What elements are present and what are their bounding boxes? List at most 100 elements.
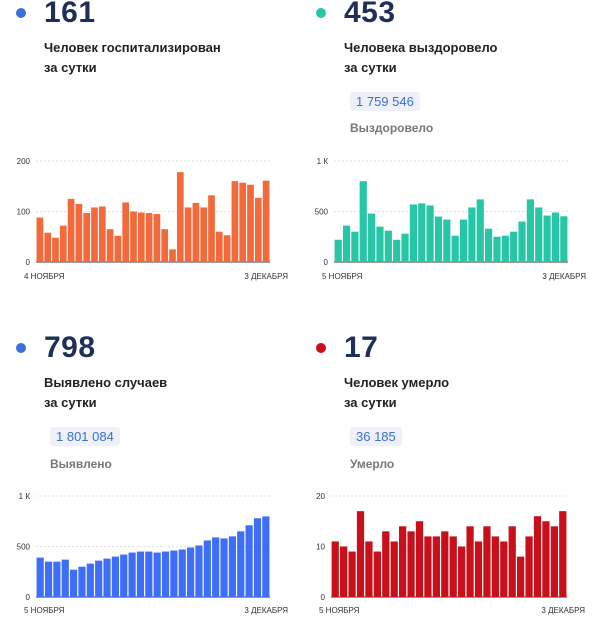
bar <box>451 235 459 262</box>
total-value: 36 185 <box>350 427 402 446</box>
bar <box>483 526 491 597</box>
total-label: Выявлено <box>50 457 112 471</box>
bar <box>95 560 103 597</box>
bar <box>231 181 239 262</box>
bar <box>103 558 111 597</box>
y-tick-label: 0 <box>26 258 31 267</box>
daily-label-line1: Человека выздоровело <box>344 40 498 55</box>
y-tick-label: 0 <box>26 593 31 602</box>
y-tick-label: 100 <box>17 208 31 217</box>
x-start-label: 5 НОЯБРЯ <box>322 272 363 281</box>
bar <box>458 546 466 597</box>
daily-value: 161 <box>44 0 96 29</box>
bar <box>161 229 169 262</box>
bar <box>239 182 247 262</box>
bar <box>517 556 525 597</box>
daily-label-line1: Человек госпитализирован <box>44 40 221 55</box>
bullet-icon <box>16 8 26 18</box>
bar <box>415 521 424 597</box>
bar <box>468 207 476 262</box>
bar <box>106 229 114 262</box>
x-start-label: 5 НОЯБРЯ <box>24 606 65 615</box>
bar <box>474 541 483 597</box>
bar <box>418 203 426 262</box>
bar <box>525 536 533 597</box>
panel-cases: 798 Выявлено случаев за сутки 1 801 084 … <box>0 331 300 636</box>
bar <box>407 531 415 597</box>
x-end-label: 3 ДЕКАБРЯ <box>244 606 288 615</box>
daily-label-line1: Выявлено случаев <box>44 375 168 390</box>
bar <box>67 198 75 262</box>
bar <box>434 216 443 262</box>
bar <box>426 205 434 262</box>
bar <box>351 231 359 262</box>
daily-value: 798 <box>44 331 96 364</box>
bar <box>78 566 86 597</box>
bar <box>130 211 137 262</box>
chart-hospitalized: 0 100 200 4 НОЯБРЯ 3 ДЕКАБРЯ <box>17 157 289 281</box>
bar <box>262 516 270 597</box>
bar <box>443 219 451 262</box>
daily-label-line1: Человек умерло <box>344 375 450 390</box>
y-tick-label: 0 <box>321 593 326 602</box>
bullet-icon <box>316 8 326 18</box>
bar <box>560 216 568 262</box>
bar <box>145 213 153 262</box>
total-value: 1 801 084 <box>50 427 120 446</box>
bar <box>535 207 543 262</box>
daily-label-line2: за сутки <box>44 60 97 75</box>
bar <box>98 206 106 262</box>
bar <box>551 212 560 262</box>
bar <box>36 557 44 597</box>
bar <box>424 536 432 597</box>
bar <box>459 219 468 262</box>
bar <box>334 239 342 262</box>
x-end-label: 3 ДЕКАБРЯ <box>542 272 586 281</box>
bar <box>153 552 161 597</box>
bar <box>59 225 67 262</box>
bar <box>390 541 398 597</box>
bar <box>247 184 254 262</box>
daily-label: Человек умерло за сутки <box>344 373 564 413</box>
y-tick-label: 20 <box>316 492 325 501</box>
bar <box>384 230 392 262</box>
bar <box>176 172 184 262</box>
bar <box>137 212 145 262</box>
bar <box>543 215 551 262</box>
bar <box>510 231 518 262</box>
bar <box>200 207 208 262</box>
y-tick-label: 0 <box>324 258 329 267</box>
bar <box>533 516 542 597</box>
bar <box>493 236 501 262</box>
bar <box>192 202 200 262</box>
panel-hospitalized: 161 Человек госпитализирован за сутки 0 1… <box>0 0 300 300</box>
panel-deaths: 17 Человек умерло за сутки 36 185 Умерло… <box>300 331 600 636</box>
bar <box>382 531 390 597</box>
bar <box>550 526 558 597</box>
bar <box>195 545 203 597</box>
bar <box>114 235 122 262</box>
bar <box>215 231 223 262</box>
bar <box>342 225 351 262</box>
bar <box>393 239 401 262</box>
total-label: Выздоровело <box>350 121 434 135</box>
bar <box>376 226 384 262</box>
bar <box>52 237 59 262</box>
bar <box>91 207 98 262</box>
daily-value: 17 <box>344 331 379 364</box>
bar <box>170 550 178 597</box>
bar <box>542 521 550 597</box>
bar <box>399 526 407 597</box>
chart-recovered: 0 500 1 К 5 НОЯБРЯ 3 ДЕКАБРЯ <box>315 157 587 281</box>
bar <box>86 563 94 597</box>
bullet-icon <box>316 343 326 353</box>
bar <box>365 541 373 597</box>
y-tick-label: 1 К <box>317 157 329 166</box>
bar <box>223 235 231 262</box>
bar <box>128 552 136 597</box>
daily-label: Человек госпитализирован за сутки <box>44 38 264 78</box>
bar <box>253 518 262 597</box>
bar <box>61 559 69 597</box>
bar <box>187 547 195 597</box>
bar <box>508 526 516 597</box>
